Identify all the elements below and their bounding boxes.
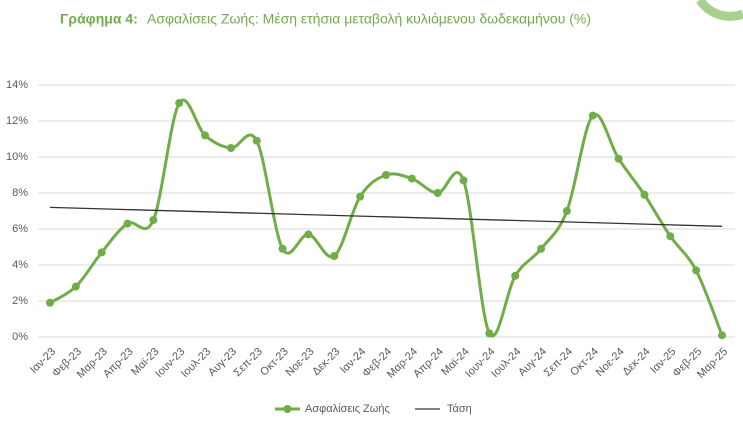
data-point	[718, 331, 726, 340]
data-point	[537, 244, 546, 253]
x-tick-label: Δεκ-24	[620, 346, 652, 378]
data-point	[407, 174, 416, 183]
data-point	[304, 230, 313, 239]
data-point	[459, 176, 468, 185]
y-tick-label: 6%	[12, 223, 28, 235]
y-tick-label: 10%	[6, 151, 28, 163]
y-tick-label: 4%	[12, 259, 28, 271]
data-point	[330, 252, 339, 260]
y-tick-label: 14%	[6, 79, 28, 91]
y-tick-label: 0%	[12, 331, 28, 343]
x-tick-label: Σεπ-24	[542, 346, 575, 379]
legend-marker	[283, 405, 292, 413]
chart-title: Ασφαλίσεις Ζωής: Μέση ετήσια μεταβολή κυ…	[147, 11, 591, 27]
data-point	[226, 144, 235, 152]
data-point	[201, 131, 210, 140]
data-point	[562, 207, 571, 215]
x-tick-label: Νοε-23	[283, 346, 316, 379]
y-tick-label: 8%	[12, 187, 28, 199]
data-point	[97, 248, 106, 257]
y-tick-label: 12%	[6, 115, 28, 127]
data-point	[485, 329, 494, 338]
data-point	[46, 298, 54, 307]
data-point	[382, 171, 390, 179]
data-point	[71, 282, 80, 291]
x-tick-label: Σεπ-23	[232, 346, 265, 379]
data-point	[588, 111, 597, 120]
data-point	[640, 190, 649, 199]
x-tick-label: Νοε-24	[594, 346, 627, 379]
data-point	[123, 219, 132, 228]
data-point	[149, 216, 158, 224]
data-point	[252, 136, 261, 145]
chart-title-prefix: Γράφημα 4:	[60, 11, 138, 27]
data-point	[356, 192, 365, 201]
decoration	[696, 0, 743, 21]
data-point	[433, 189, 442, 197]
data-point	[692, 266, 701, 275]
data-point	[511, 271, 520, 280]
legend-label: Τάση	[447, 403, 472, 415]
trend-line	[49, 206, 723, 227]
data-point	[614, 154, 623, 163]
x-tick-label: Δεκ-23	[310, 346, 342, 378]
y-tick-label: 2%	[12, 295, 28, 307]
data-point	[666, 232, 675, 241]
data-point	[175, 99, 184, 107]
legend-label: Ασφαλίσεις Ζωής	[305, 403, 390, 415]
data-point	[278, 244, 287, 253]
